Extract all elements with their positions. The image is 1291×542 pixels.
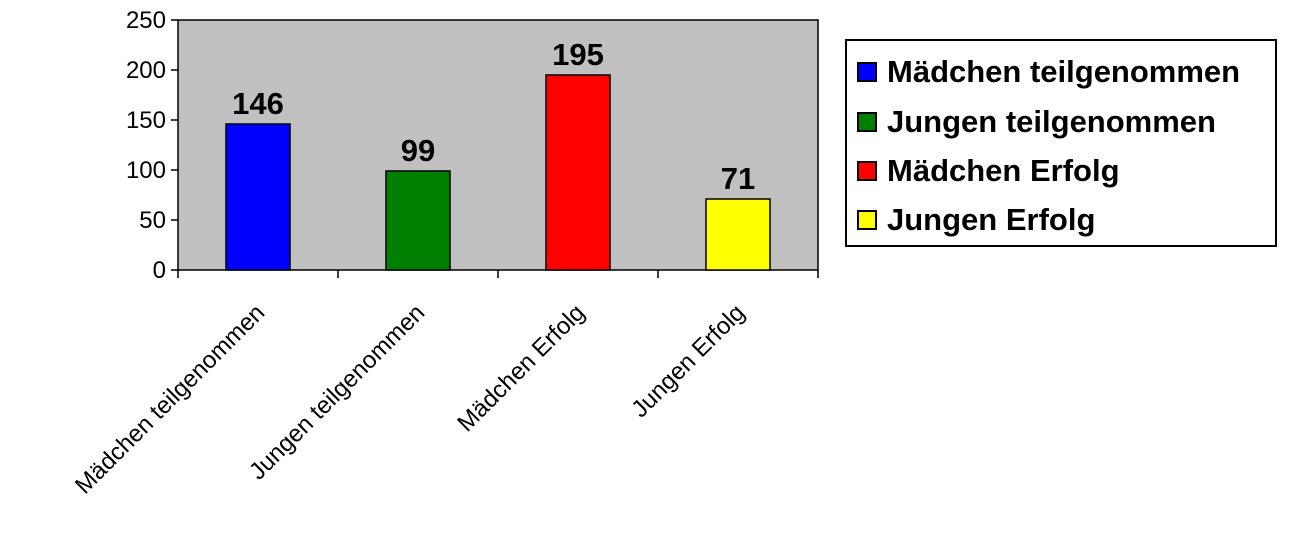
x-tick-label: Mädchen teilgenommen: [70, 299, 270, 499]
y-tick-label: 50: [139, 207, 166, 234]
data-label: 195: [552, 37, 604, 72]
x-tick-label: Mädchen Erfolg: [452, 299, 590, 437]
bar: [545, 74, 611, 271]
bar: [385, 170, 451, 271]
data-label: 146: [232, 86, 284, 121]
legend-label: Mädchen Erfolg: [887, 153, 1120, 188]
y-tick-label: 250: [126, 7, 166, 34]
legend-swatch: [857, 210, 877, 230]
data-labels: 146 99 195 71: [232, 37, 755, 196]
y-axis: 0 50 100 150 200 250: [126, 7, 178, 284]
data-label: 99: [401, 133, 435, 168]
legend-label: Jungen Erfolg: [887, 202, 1096, 237]
x-tick-label: Jungen teilgenommen: [244, 299, 430, 485]
bar: [705, 198, 771, 271]
legend-item: Mädchen teilgenommen: [857, 54, 1241, 89]
legend-swatch: [857, 112, 877, 132]
legend-label: Mädchen teilgenommen: [887, 54, 1241, 89]
legend: Mädchen teilgenommen Jungen teilgenommen…: [845, 39, 1277, 247]
y-tick-label: 200: [126, 57, 166, 84]
x-axis: [177, 270, 819, 278]
y-tick-label: 0: [153, 257, 166, 284]
x-tick-label: Jungen Erfolg: [626, 299, 750, 423]
bar: [225, 123, 291, 271]
legend-label: Jungen teilgenommen: [887, 104, 1216, 139]
legend-item: Mädchen Erfolg: [857, 153, 1120, 188]
y-tick-label: 100: [126, 157, 166, 184]
legend-swatch: [857, 161, 877, 181]
bars: [225, 74, 771, 271]
legend-item: Jungen teilgenommen: [857, 104, 1216, 139]
legend-swatch: [857, 62, 877, 82]
legend-item: Jungen Erfolg: [857, 202, 1096, 237]
data-label: 71: [721, 161, 755, 196]
y-tick-label: 150: [126, 107, 166, 134]
